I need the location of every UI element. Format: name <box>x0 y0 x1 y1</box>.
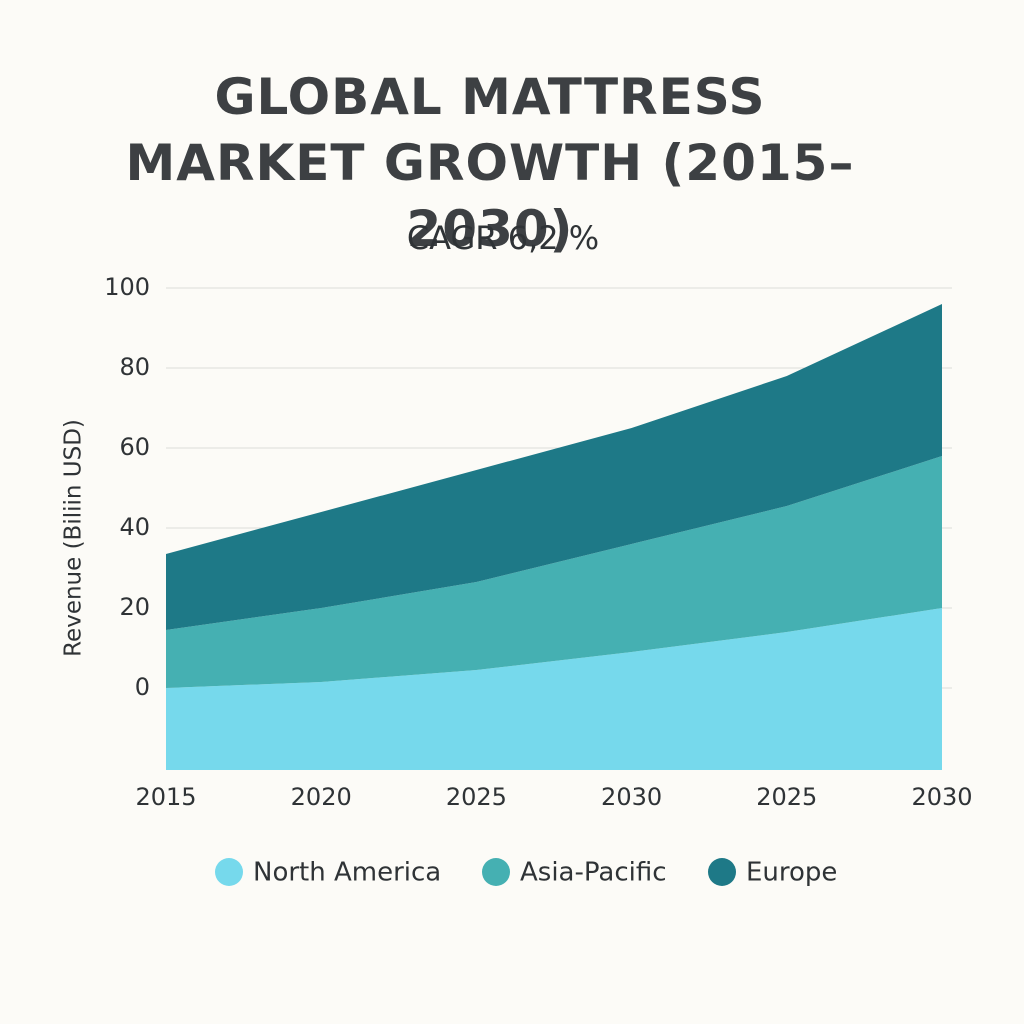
area <box>166 608 942 770</box>
x-tick-label: 2030 <box>911 783 972 811</box>
area <box>166 304 942 630</box>
legend-label: North America <box>253 858 441 888</box>
legend-label: Europe <box>746 858 837 888</box>
y-axis-label: Revenue (Biliin USD) <box>61 419 87 657</box>
legend-marker <box>215 858 243 886</box>
y-tick-label: 80 <box>119 353 150 381</box>
x-tick-label: 2030 <box>601 783 662 811</box>
legend-marker <box>482 858 510 886</box>
x-tick-label: 2025 <box>446 783 507 811</box>
y-tick-label: 40 <box>119 513 150 541</box>
legend-marker <box>708 858 736 886</box>
x-tick-label: 2025 <box>756 783 817 811</box>
chart-subtitle: CAGR 6,2 % <box>407 219 599 257</box>
y-tick-label: 20 <box>119 593 150 621</box>
chart-title: GLOBAL MATTRESS MARKET GROWTH (2015–2030… <box>125 68 855 258</box>
x-tick-label: 2020 <box>291 783 352 811</box>
y-tick-label: 60 <box>119 433 150 461</box>
area <box>166 456 942 688</box>
legend-label: Asia-Pacific <box>520 858 667 888</box>
x-tick-label: 2015 <box>135 783 196 811</box>
y-tick-label: 0 <box>135 673 150 701</box>
y-tick-label: 100 <box>104 273 150 301</box>
